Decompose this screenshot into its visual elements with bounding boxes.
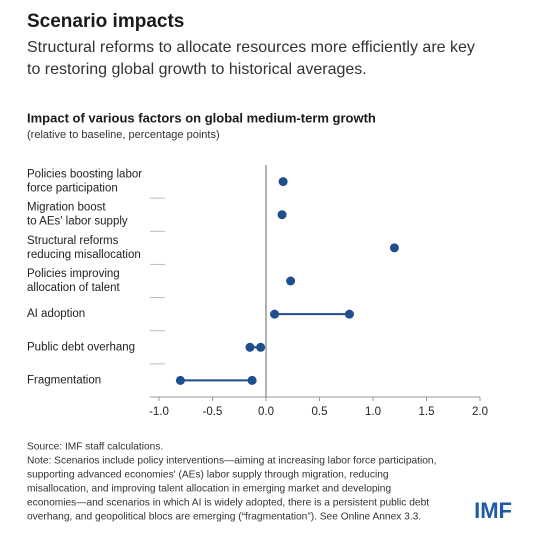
category-label: Public debt overhang [27,341,135,353]
note: overhang, and geopolitical blocs are eme… [27,512,421,523]
subtitle: Structural reforms to allocate resources… [27,39,475,56]
dot [344,309,354,319]
dot [270,309,280,319]
category-label: Fragmentation [27,374,101,386]
category-label: Migration boost [27,202,106,214]
dot [277,210,287,220]
category-label: force participation [27,183,118,195]
dot [247,375,257,385]
dot [256,342,266,352]
chart-subtitle: (relative to baseline, percentage points… [27,129,220,141]
x-tick-label: -0.5 [203,406,223,418]
category-label: AI adoption [27,308,85,320]
x-tick-label: 2.0 [472,406,488,418]
x-tick-label: -1.0 [149,406,169,418]
category-label: Policies boosting labor [27,169,142,181]
note: misallocation, and improving talent allo… [27,484,391,495]
subtitle: to restoring global growth to historical… [27,61,367,78]
category-label: Structural reforms [27,235,119,247]
dot [389,243,399,253]
note: Note: Scenarios include policy intervent… [27,456,436,467]
category-label: reducing misallocation [27,249,141,261]
dot [278,177,288,187]
dot [175,375,185,385]
x-tick-label: 0.0 [258,406,274,418]
chart-title: Impact of various factors on global medi… [27,110,376,125]
note: supporting advanced economies' (AEs) lab… [27,470,389,481]
dot [245,342,255,352]
category-label: Policies improving [27,268,120,280]
x-tick-label: 1.0 [365,406,381,418]
category-label: allocation of talent [27,282,121,294]
logo: IMF [474,498,512,523]
title: Scenario impacts [27,11,184,32]
category-label: to AEs' labor supply [27,216,128,228]
dot [286,276,296,286]
x-tick-label: 1.5 [419,406,435,418]
note: Source: IMF staff calculations. [27,442,163,453]
x-tick-label: 0.5 [312,406,328,418]
note: economies—and scenarios in which AI is w… [27,498,429,509]
